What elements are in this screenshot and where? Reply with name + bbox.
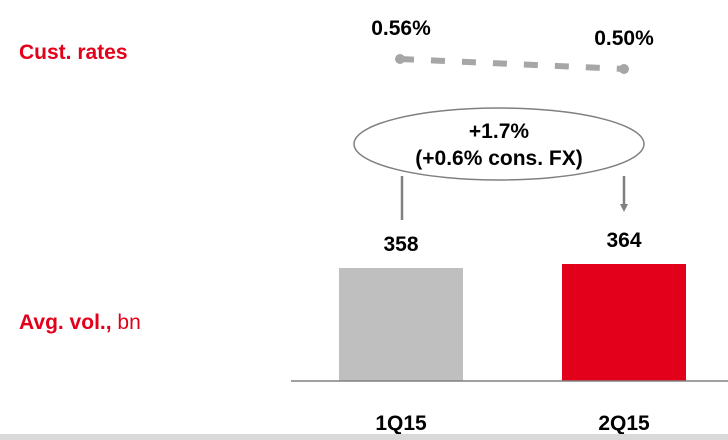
volume-label-bold: Avg. vol., (19, 311, 112, 334)
rate-label-2q15: 0.50% (594, 27, 654, 50)
rate-line (399, 56, 625, 72)
rate-line-group (395, 54, 629, 75)
volume-label-unit: bn (117, 311, 141, 334)
category-label-1q15: 1Q15 (375, 412, 427, 435)
bar-2q15 (562, 263, 686, 381)
volume-row-label: Avg. vol., bn (19, 311, 141, 335)
category-label-2q15: 2Q15 (598, 412, 650, 435)
bars-group (339, 263, 686, 381)
change-line-2: (+0.6% cons. FX) (415, 147, 583, 170)
rate-point-2q15 (619, 64, 629, 75)
rate-point-1q15 (395, 54, 405, 64)
bar-value-1q15: 358 (383, 233, 419, 256)
change-line-1: +1.7% (468, 120, 530, 143)
rate-label-1q15: 0.56% (371, 17, 431, 40)
bottom-divider (0, 434, 728, 440)
bar-value-2q15: 364 (606, 229, 642, 252)
change-bubble (353, 107, 645, 181)
change-annotation: +1.7% (+0.6% cons. FX) (355, 118, 643, 172)
bar-1q15 (339, 268, 463, 381)
rates-row-label: Cust. rates (19, 41, 128, 64)
